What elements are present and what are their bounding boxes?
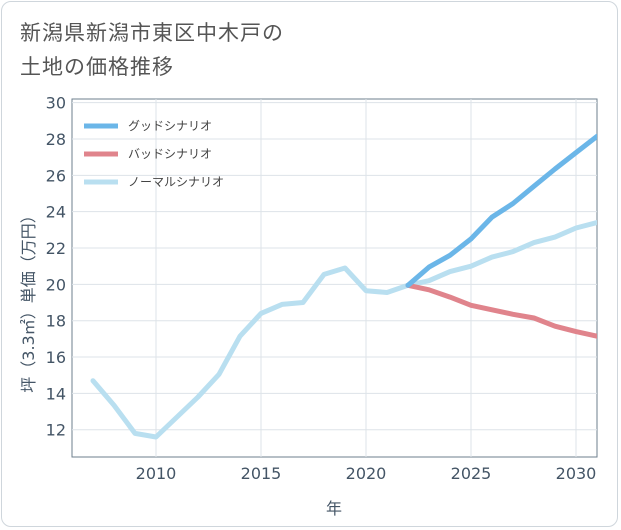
series-line-2 — [90, 220, 597, 440]
y-tick-label: 18 — [46, 312, 66, 331]
x-tick-label: 2010 — [136, 464, 177, 483]
x-tick-label: 2015 — [241, 464, 282, 483]
chart-title: 新潟県新潟市東区中木戸の 土地の価格推移 — [20, 16, 284, 84]
y-tick-label: 22 — [46, 239, 66, 258]
x-tick-label: 2030 — [556, 464, 597, 483]
y-tick-label: 14 — [46, 384, 66, 403]
legend-label-2: ノーマルシナリオ — [128, 175, 224, 189]
y-tick-label: 26 — [46, 166, 66, 185]
x-axis-title: 年 — [326, 499, 342, 518]
y-axis-title: 坪（3.3㎡）単価（万円） — [19, 207, 38, 392]
legend-label-1: バッドシナリオ — [128, 147, 212, 161]
x-axis-ticks: 2010 2015 2020 2025 2030 — [136, 464, 597, 483]
y-tick-label: 24 — [46, 203, 66, 222]
y-tick-label: 28 — [46, 130, 66, 149]
grid-lines — [72, 99, 597, 457]
y-tick-label: 30 — [46, 94, 66, 113]
series-line-1 — [405, 282, 597, 339]
chart-title-line-1: 新潟県新潟市東区中木戸の — [20, 21, 284, 45]
series-line-0 — [405, 133, 597, 288]
y-tick-label: 20 — [46, 275, 66, 294]
y-tick-label: 12 — [46, 421, 66, 440]
plot-area — [71, 98, 598, 458]
y-axis-ticks: 12 14 16 18 20 22 24 26 28 30 — [46, 94, 66, 440]
x-tick-label: 2025 — [451, 464, 492, 483]
x-tick-label: 2020 — [346, 464, 387, 483]
series-lines — [90, 133, 597, 440]
legend-label-0: グッドシナリオ — [128, 119, 212, 133]
chart-title-line-2: 土地の価格推移 — [20, 55, 174, 79]
y-tick-label: 16 — [46, 348, 66, 367]
